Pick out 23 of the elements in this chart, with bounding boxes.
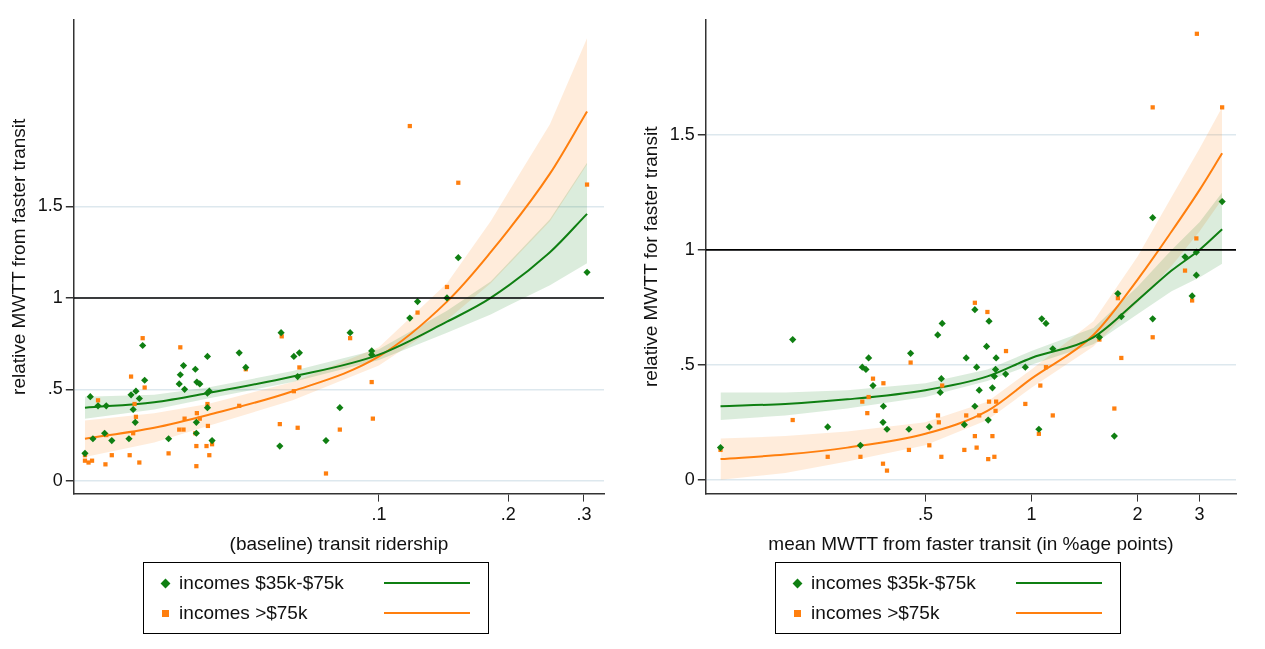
legend-label: incomes >$75k [811,602,940,624]
y-axis-title: relative MWTT from faster transit [7,117,29,395]
x-tick-label: 2 [1132,504,1143,525]
x-axis-title: (baseline) transit ridership [229,532,449,554]
y-tick-label: .5 [679,353,695,374]
y-tick-label: 1.5 [669,123,695,144]
legend-label: incomes >$75k [179,602,308,624]
x-tick-label: 1 [1026,504,1037,525]
y-tick-label: 0 [52,469,63,490]
legend-label: incomes $35k-$75k [179,572,344,594]
x-tick-label: .3 [576,504,592,525]
x-tick-label: .1 [371,504,387,525]
x-axis-title: mean MWTT from faster transit (in %age points) [768,532,1174,554]
legend-label: incomes $35k-$75k [811,572,976,594]
x-tick-label: 3 [1194,504,1205,525]
y-tick-label: 1 [52,286,63,307]
x-tick-label: .5 [917,504,933,525]
y-axis-title: relative MWTT for faster transit [639,125,661,388]
y-tick-label: .5 [47,378,63,399]
x-tick-label: .2 [500,504,516,525]
y-tick-label: 0 [684,468,695,489]
y-tick-label: 1.5 [37,195,63,216]
y-tick-label: 1 [684,238,695,259]
